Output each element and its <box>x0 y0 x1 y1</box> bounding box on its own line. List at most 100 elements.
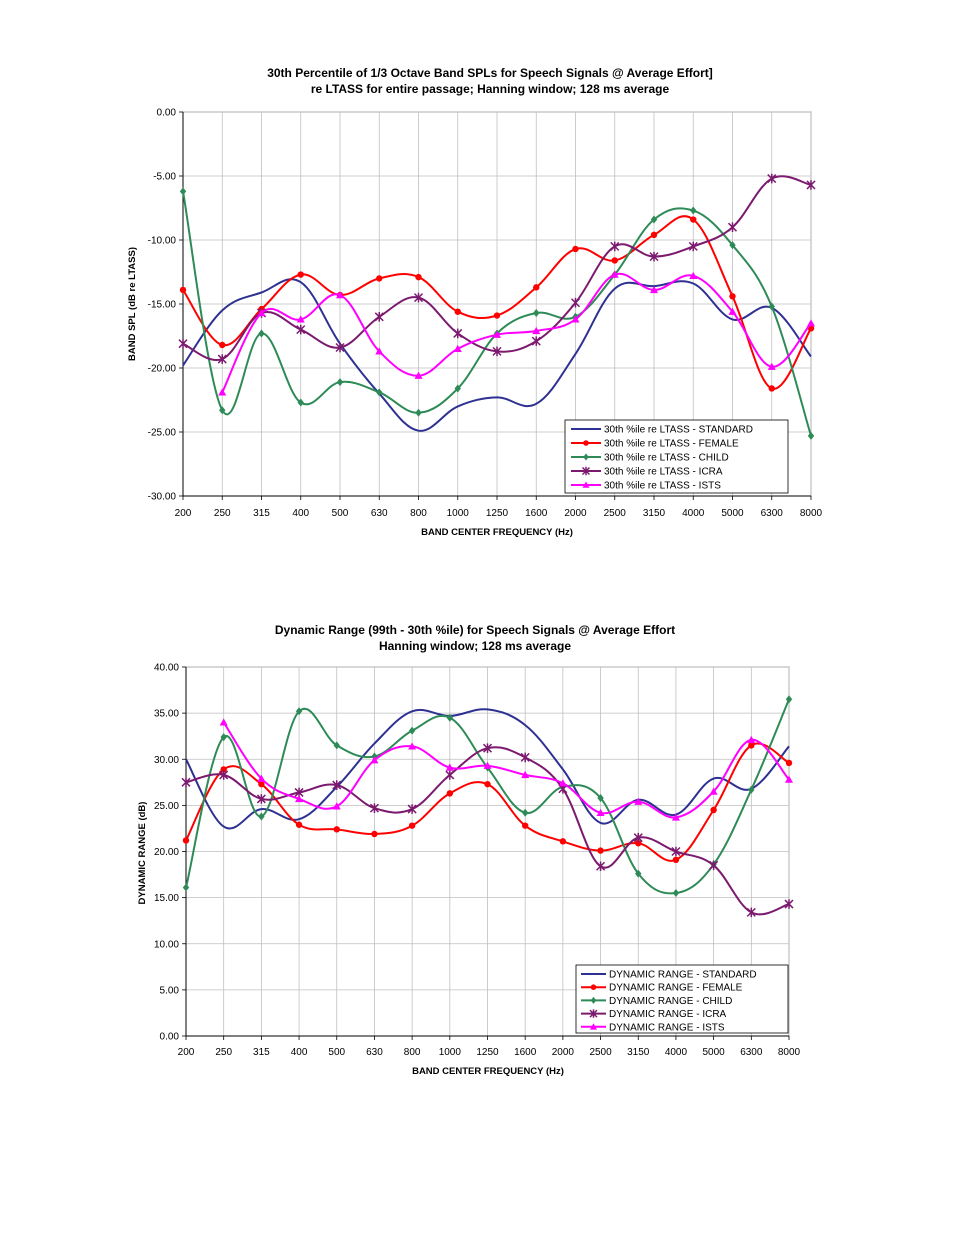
legend-box <box>575 964 789 1034</box>
x-tick-label: 3150 <box>643 508 666 519</box>
data-point <box>688 241 698 252</box>
y-tick-label: 20.00 <box>154 847 179 858</box>
data-point <box>590 996 597 1004</box>
data-point <box>589 1009 598 1018</box>
data-point <box>257 774 266 782</box>
data-point <box>333 741 340 750</box>
data-point <box>453 328 463 339</box>
data-point <box>493 312 501 319</box>
legend-label: 30th %ile re LTASS - ICRA <box>604 467 723 478</box>
data-point <box>807 431 815 440</box>
data-point <box>454 384 461 393</box>
data-point <box>295 821 303 828</box>
data-point <box>219 718 228 726</box>
x-tick-label: 315 <box>253 508 270 519</box>
data-point <box>583 440 589 446</box>
data-point <box>375 347 384 355</box>
chart-dynamic-range: Dynamic Range (99th - 30th %ile) for Spe… <box>137 623 801 1077</box>
data-point <box>332 780 342 790</box>
x-tick-label: 2000 <box>552 1047 575 1058</box>
data-point <box>634 797 643 805</box>
data-point <box>453 344 462 352</box>
data-point <box>217 354 227 364</box>
series-30th-ile-re-ltass-standard <box>182 278 812 432</box>
data-point <box>785 775 793 783</box>
x-tick-label: 400 <box>292 508 309 519</box>
data-point <box>533 308 540 317</box>
data-point <box>408 822 416 829</box>
data-point <box>768 302 775 311</box>
legend-box <box>564 419 789 494</box>
data-point <box>633 832 643 843</box>
data-point <box>746 907 756 918</box>
data-point <box>493 330 501 338</box>
x-tick-label: 250 <box>214 508 231 519</box>
data-point <box>333 826 340 833</box>
data-point <box>182 883 190 892</box>
data-point <box>596 861 606 872</box>
x-tick-label: 8000 <box>800 508 823 519</box>
data-point <box>768 385 775 392</box>
data-point <box>407 804 417 814</box>
data-point <box>414 371 423 379</box>
data-point <box>807 319 815 327</box>
data-point <box>784 899 794 909</box>
data-point <box>408 726 416 735</box>
data-point <box>597 847 604 854</box>
series-line <box>221 272 812 393</box>
data-point <box>445 770 455 780</box>
x-axis-label: BAND CENTER FREQUENCY (Hz) <box>412 1066 564 1077</box>
y-tick-label: 25.00 <box>154 801 179 812</box>
data-point <box>520 752 530 763</box>
y-tick-label: -30.00 <box>148 492 177 503</box>
y-tick-label: -15.00 <box>148 300 177 311</box>
y-tick-label: 30.00 <box>154 755 179 766</box>
data-point <box>610 270 619 278</box>
chart-title: 30th Percentile of 1/3 Octave Band SPLs … <box>267 66 713 80</box>
x-tick-label: 2500 <box>604 508 627 519</box>
y-tick-label: -25.00 <box>148 428 177 439</box>
x-tick-label: 4000 <box>665 1047 688 1058</box>
data-point <box>590 1023 597 1030</box>
data-point <box>296 315 305 323</box>
series-line <box>182 191 812 437</box>
data-point <box>709 787 718 795</box>
data-point <box>258 812 265 821</box>
data-point <box>785 695 793 704</box>
series-dynamic-range-child <box>182 695 793 898</box>
data-point <box>672 889 680 898</box>
x-tick-label: 500 <box>332 508 349 519</box>
data-point <box>220 733 227 742</box>
data-point <box>635 839 642 847</box>
data-point <box>596 808 605 816</box>
data-point <box>727 222 738 232</box>
x-tick-label: 2500 <box>589 1047 612 1058</box>
x-tick-label: 3150 <box>627 1047 650 1058</box>
chart-title: Dynamic Range (99th - 30th %ile) for Spe… <box>275 623 675 637</box>
data-point <box>297 398 304 407</box>
x-tick-label: 200 <box>178 1047 195 1058</box>
x-tick-label: 500 <box>328 1047 345 1058</box>
legend-label: DYNAMIC RANGE - ICRA <box>609 1009 727 1020</box>
data-point <box>492 346 502 357</box>
data-point <box>179 187 187 196</box>
data-point <box>532 326 541 335</box>
data-point <box>219 406 226 415</box>
data-point <box>728 307 737 315</box>
data-point <box>767 362 776 370</box>
x-tick-label: 630 <box>371 508 388 519</box>
legend: DYNAMIC RANGE - STANDARD DYNAMIC RANGE - … <box>575 964 789 1034</box>
data-point <box>729 293 736 300</box>
data-point <box>649 251 659 262</box>
x-tick-label: 1600 <box>525 508 548 519</box>
x-tick-label: 200 <box>175 508 192 519</box>
data-point <box>219 341 226 349</box>
data-point <box>531 336 541 346</box>
x-tick-label: 6300 <box>740 1047 763 1058</box>
series-dynamic-range-ists <box>219 718 793 821</box>
data-point <box>295 707 303 716</box>
data-point <box>482 743 493 753</box>
x-tick-label: 630 <box>366 1047 383 1058</box>
data-point <box>257 308 266 317</box>
data-point <box>446 790 454 797</box>
